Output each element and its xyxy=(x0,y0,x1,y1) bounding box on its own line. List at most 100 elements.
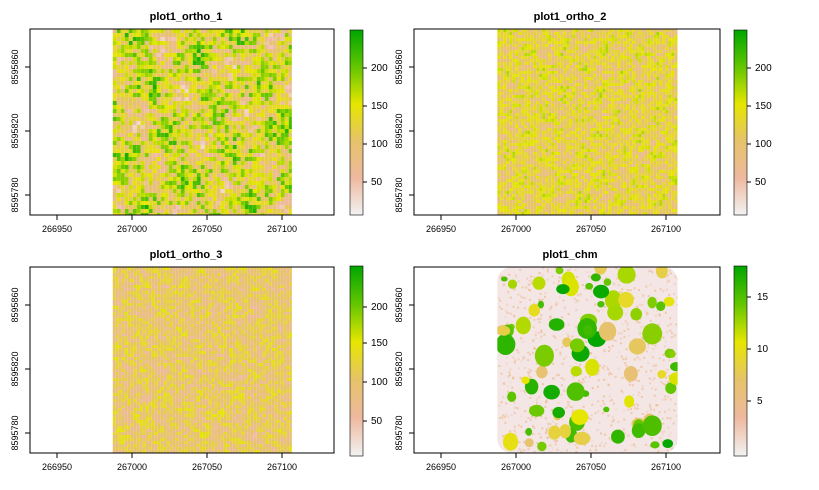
raster-cell xyxy=(124,185,129,189)
raster-cell xyxy=(674,107,678,110)
raster-cell xyxy=(644,68,648,71)
raster-cell xyxy=(168,109,173,113)
raster-cell xyxy=(168,125,173,129)
raster-cell xyxy=(560,107,564,110)
raster-cell xyxy=(216,173,221,177)
raster-cell xyxy=(626,137,630,140)
raster-cell xyxy=(152,165,157,169)
raster-cell xyxy=(192,113,197,117)
raster-cell xyxy=(244,169,249,173)
raster-cell xyxy=(140,157,145,161)
raster-cell xyxy=(200,117,205,121)
raster-cell xyxy=(551,29,555,32)
raster-cell xyxy=(132,161,137,165)
raster-cell xyxy=(276,145,281,149)
raster-cell xyxy=(168,65,173,69)
raster-cell xyxy=(581,50,585,53)
raster-cell xyxy=(668,140,672,143)
raster-cell xyxy=(608,41,612,44)
raster-cell xyxy=(256,137,261,141)
raster-cell xyxy=(509,167,513,170)
raster-cell xyxy=(584,83,588,86)
raster-cell xyxy=(536,89,540,92)
raster-cell xyxy=(244,65,249,69)
raster-cell xyxy=(212,157,217,161)
raster-cell xyxy=(512,104,516,107)
raster-cell xyxy=(500,161,504,164)
raster-cell xyxy=(208,173,213,177)
raster-cell xyxy=(557,44,561,47)
raster-cell xyxy=(124,113,129,117)
raster-cell xyxy=(545,32,549,35)
raster-cell xyxy=(509,113,513,116)
raster-cell xyxy=(641,149,645,152)
raster-cell xyxy=(132,165,137,169)
raster-cell xyxy=(276,169,281,173)
raster-cell xyxy=(593,119,597,122)
raster-cell xyxy=(554,155,558,158)
raster-cell xyxy=(124,105,129,109)
raster-cell xyxy=(164,57,169,61)
raster-cell xyxy=(500,107,504,110)
raster-cell xyxy=(611,125,615,128)
raster-cell xyxy=(629,158,633,161)
raster-cell xyxy=(623,98,627,101)
raster-cell xyxy=(164,89,169,93)
raster-cell xyxy=(548,65,552,68)
raster-cell xyxy=(596,80,600,83)
raster-cell xyxy=(599,149,603,152)
raster-cell xyxy=(128,97,133,101)
raster-cell xyxy=(638,128,642,131)
raster-cell xyxy=(228,125,233,129)
raster-cell xyxy=(650,104,654,107)
raster-cell xyxy=(148,177,153,181)
raster-cell xyxy=(216,97,221,101)
raster-cell xyxy=(144,33,149,37)
raster-cell xyxy=(614,122,618,125)
raster-cell xyxy=(554,35,558,38)
raster-cell xyxy=(566,128,570,131)
x-tick-label: 267000 xyxy=(117,224,147,234)
raster-cell xyxy=(545,80,549,83)
raster-cell xyxy=(164,81,169,85)
raster-cell xyxy=(581,95,585,98)
raster-cell xyxy=(136,169,141,173)
raster-cell xyxy=(120,181,125,185)
raster-cell xyxy=(545,158,549,161)
raster-cell xyxy=(617,161,621,164)
raster-cell xyxy=(240,173,245,177)
raster-cell xyxy=(140,137,145,141)
raster-cell xyxy=(584,59,588,62)
raster-cell xyxy=(268,121,273,125)
raster-cell xyxy=(554,92,558,95)
raster-cell xyxy=(668,65,672,68)
raster-cell xyxy=(512,32,516,35)
raster-cell xyxy=(264,89,269,93)
raster-cell xyxy=(500,146,504,149)
raster-cell xyxy=(548,122,552,125)
raster-cell xyxy=(112,141,117,145)
raster-cell xyxy=(605,140,609,143)
raster-cell xyxy=(638,125,642,128)
raster-cell xyxy=(268,77,273,81)
raster-cell xyxy=(626,53,630,56)
raster-cell xyxy=(500,113,504,116)
raster-cell xyxy=(160,189,165,193)
raster-cell xyxy=(236,57,241,61)
raster-cell xyxy=(632,62,636,65)
raster-cell xyxy=(578,77,582,80)
raster-cell xyxy=(116,93,121,97)
raster-cell xyxy=(632,104,636,107)
raster-cell xyxy=(638,53,642,56)
raster-cell xyxy=(176,137,181,141)
raster-cell xyxy=(569,41,573,44)
raster-cell xyxy=(184,117,189,121)
raster-cell xyxy=(602,107,606,110)
raster-cell xyxy=(668,56,672,59)
raster-cell xyxy=(641,98,645,101)
raster-cell xyxy=(584,104,588,107)
raster-cell xyxy=(545,56,549,59)
raster-cell xyxy=(536,116,540,119)
raster-cell xyxy=(551,119,555,122)
raster-cell xyxy=(288,85,292,89)
